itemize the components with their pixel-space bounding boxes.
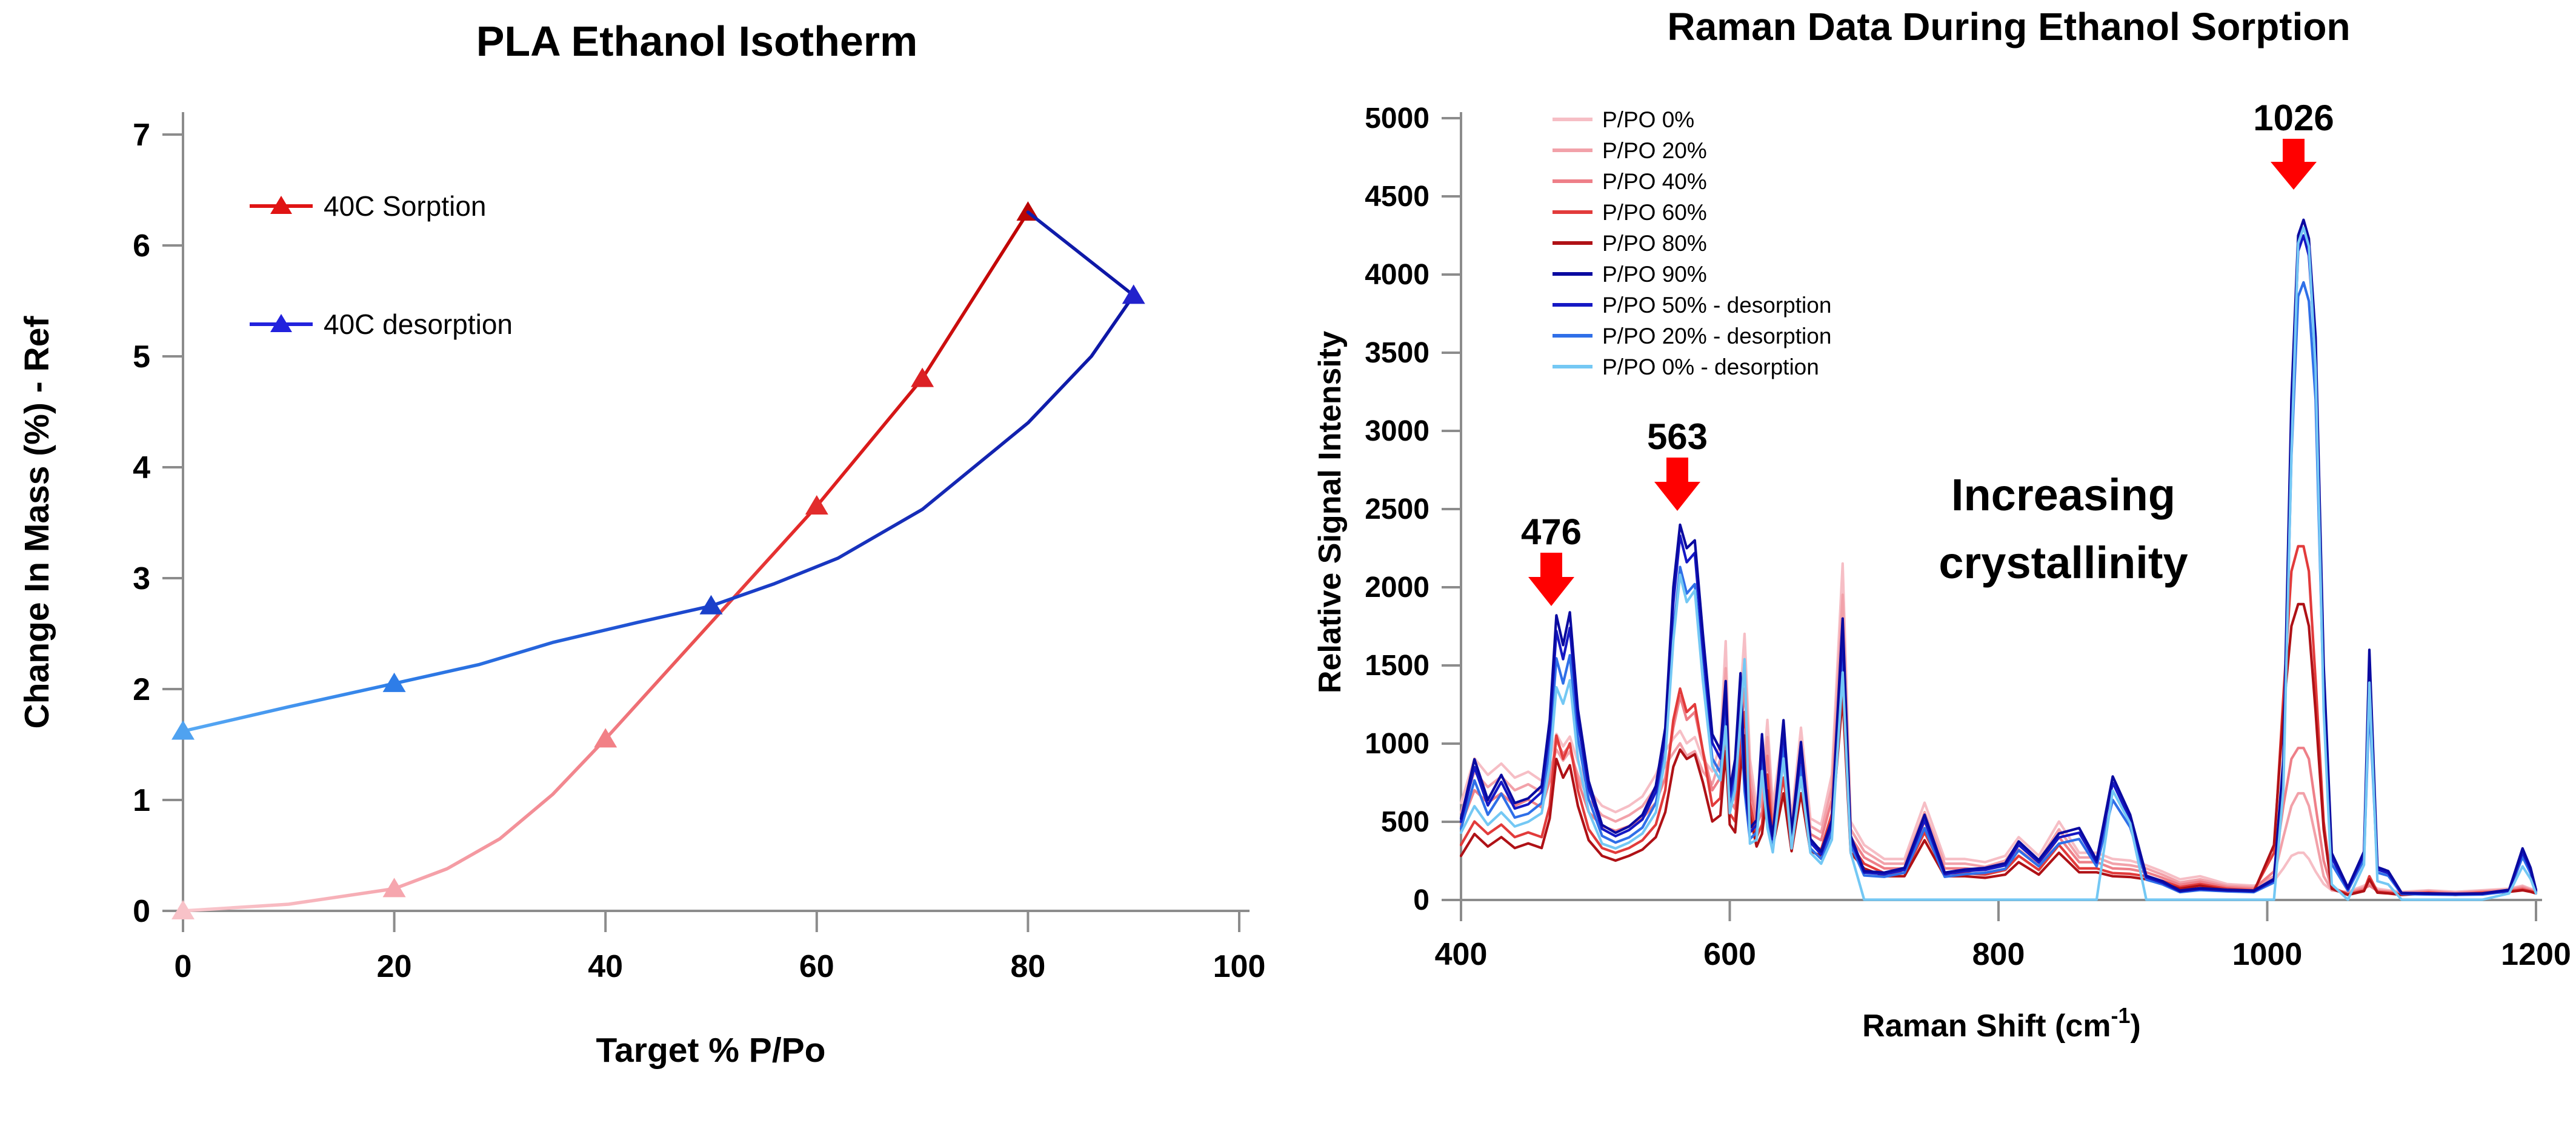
left-y-tick-label: 6	[133, 228, 150, 264]
left-x-tick-label: 80	[1010, 949, 1045, 984]
triangle-marker-icon	[1122, 284, 1145, 304]
left-y-tick-label: 1	[133, 783, 150, 818]
right-x-tick-label: 1200	[2501, 937, 2571, 972]
left-x-axis-label: Target % P/Po	[596, 1031, 825, 1070]
right-y-tick-label: 4000	[1365, 259, 1429, 291]
note-crystallinity: crystallinity	[1939, 538, 2188, 588]
triangle-marker-icon	[805, 495, 828, 515]
right-y-tick-label: 2000	[1365, 571, 1429, 604]
left-chart-title: PLA Ethanol Isotherm	[476, 18, 918, 65]
right-axis-ticks: 0 500 1000 1500 2000 2500 3000 3500 4000 4500 5000…	[1365, 102, 2571, 972]
legend-label: P/PO 80%	[1602, 231, 1707, 256]
down-arrow-icon	[1528, 553, 1574, 606]
right-y-tick-label: 3500	[1365, 337, 1429, 369]
right-y-tick-label: 500	[1381, 806, 1429, 838]
left-x-tick-label: 20	[377, 949, 412, 984]
left-series-lines	[171, 201, 1145, 919]
legend-label: P/PO 20%	[1602, 138, 1707, 163]
triangle-marker-icon	[699, 595, 723, 615]
legend-label: P/PO 60%	[1602, 200, 1707, 225]
triangle-marker-icon	[171, 720, 195, 740]
note-increasing: Increasing	[1951, 470, 2175, 520]
spectrum-line-p-po-0---desorption	[1459, 226, 2538, 901]
peak-label-476: 476	[1521, 512, 1582, 552]
right-x-tick-label: 600	[1703, 937, 1756, 972]
left-x-tick-label: 60	[799, 949, 834, 984]
left-y-tick-label: 2	[133, 672, 150, 707]
left-y-tick-label: 4	[133, 450, 150, 485]
triangle-marker-icon	[911, 367, 934, 387]
left-y-tick-label: 7	[133, 118, 150, 153]
legend-label: 40C Sorption	[324, 190, 487, 222]
right-y-tick-label: 2500	[1365, 493, 1429, 525]
right-x-tick-label: 1000	[2232, 937, 2303, 972]
left-y-tick-label: 0	[133, 894, 150, 929]
peak-label-1026: 1026	[2253, 98, 2334, 138]
legend-label: P/PO 50% - desorption	[1602, 293, 1831, 318]
legend-label: P/PO 0% - desorption	[1602, 355, 1819, 379]
legend-label: P/PO 90%	[1602, 262, 1707, 287]
series-line-40c-desorption	[181, 210, 1136, 733]
down-arrow-icon	[2271, 139, 2317, 190]
left-y-tick-label: 5	[133, 339, 150, 375]
right-x-tick-label: 800	[1972, 937, 2025, 972]
right-x-axis-label: Raman Shift (cm-1)	[1862, 1003, 2141, 1044]
triangle-marker-icon	[270, 196, 292, 214]
triangle-marker-icon	[594, 728, 617, 748]
left-x-tick-label: 100	[1213, 949, 1266, 984]
left-axis-ticks: 0 1 2 3 4 5 6 7 0 20 40 60 80 100	[133, 118, 1265, 984]
triangle-marker-icon	[382, 672, 406, 692]
down-arrow-icon	[1654, 458, 1700, 511]
legend-label: 40C desorption	[324, 308, 513, 340]
right-y-tick-label: 1500	[1365, 650, 1429, 682]
right-y-tick-label: 4500	[1365, 181, 1429, 213]
triangle-marker-icon	[270, 314, 292, 332]
left-y-tick-label: 3	[133, 561, 150, 596]
right-chart: Raman Data During Ethanol Sorption 0 500 1…	[1313, 5, 2571, 1044]
x-label-main: Raman Shift (cm	[1862, 1008, 2111, 1044]
peak-annotations: 476 563 1026 Increasing crystallinity	[1521, 98, 2334, 606]
right-legend: P/PO 0% P/PO 20% P/PO 40% P/PO 60% P/PO 80% P…	[1553, 107, 1831, 379]
peak-label-563: 563	[1647, 416, 1708, 457]
triangle-marker-icon	[171, 900, 195, 919]
right-chart-title: Raman Data During Ethanol Sorption	[1667, 5, 2350, 48]
right-y-axis-label: Relative Signal Intensity	[1313, 331, 1348, 693]
series-line-40c-sorption	[181, 210, 1030, 913]
legend-label: P/PO 40%	[1602, 169, 1707, 194]
right-y-tick-label: 3000	[1365, 415, 1429, 447]
left-chart: PLA Ethanol Isotherm 0 1 2 3 4 5 6 7 0 20 40 60 80 10…	[18, 18, 1265, 1070]
right-y-tick-label: 5000	[1365, 102, 1429, 135]
left-x-tick-label: 40	[588, 949, 623, 984]
left-x-tick-label: 0	[175, 949, 192, 984]
left-y-axis-label: Change In Mass (%) - Ref	[18, 316, 56, 729]
triangle-marker-icon	[382, 878, 406, 898]
x-label-superscript: -1	[2111, 1003, 2130, 1028]
legend-label: P/PO 0%	[1602, 107, 1694, 132]
right-x-tick-label: 400	[1435, 937, 1488, 972]
spectrum-line-p-po-20-	[1459, 593, 2538, 895]
right-y-tick-label: 1000	[1365, 728, 1429, 760]
left-legend: 40C Sorption 40C desorption	[250, 190, 513, 340]
x-label-close: )	[2130, 1008, 2140, 1044]
right-y-tick-label: 0	[1413, 884, 1429, 916]
legend-label: P/PO 20% - desorption	[1602, 324, 1831, 348]
right-series-lines	[1459, 218, 2538, 901]
